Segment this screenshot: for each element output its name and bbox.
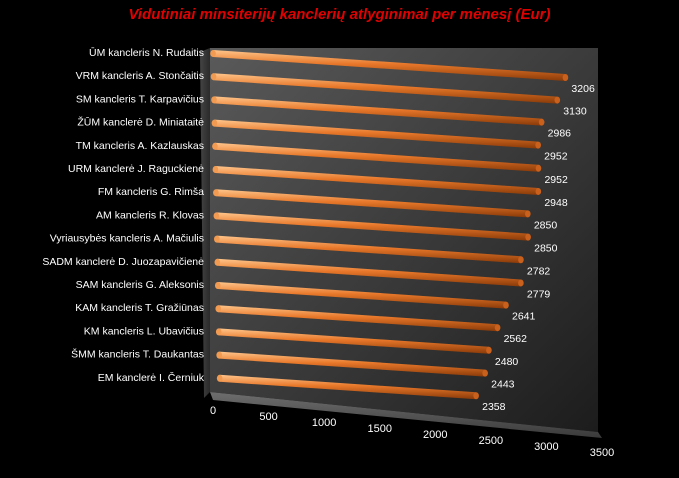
category-label: KM kancleris L. Ubavičius	[84, 325, 204, 337]
bar	[212, 166, 542, 195]
category-label: Vyriausybės kancleris A. Mačiulis	[50, 233, 204, 245]
bar	[216, 351, 488, 377]
tick-label: 2000	[423, 429, 447, 441]
bar	[210, 73, 561, 104]
value-label: 2850	[534, 219, 558, 231]
bar	[216, 374, 479, 400]
bar	[213, 212, 531, 241]
category-label: SM kancleris T. Karpavičius	[76, 93, 204, 105]
chart-title: Vidutiniai minsiterijų kanclerių atlygin…	[128, 6, 551, 23]
category-label: ŠMM kancleris T. Daukantas	[71, 348, 204, 361]
floor	[210, 392, 602, 438]
category-label: ŪM kancleris N. Rudaitis	[89, 47, 204, 59]
tick-label: 500	[259, 411, 277, 423]
value-label: 2948	[544, 197, 568, 209]
side-wall	[200, 48, 210, 398]
category-label: AM kancleris R. Klovas	[96, 209, 204, 221]
category-label: FM kancleris G. Rimša	[98, 186, 204, 198]
labels-layer: ŪM kancleris N. Rudaitis 3206 VRM kancleri…	[42, 47, 595, 413]
category-label: KAM kancleris T. Gražiūnas	[75, 302, 204, 314]
tick-label: 2500	[479, 435, 503, 447]
bar	[215, 328, 492, 354]
bar	[212, 142, 542, 172]
category-label: EM kanclerė I. Černiuk	[98, 371, 205, 384]
value-label: 3130	[563, 106, 587, 118]
value-label: 2562	[504, 333, 528, 345]
value-label: 2443	[491, 379, 515, 391]
value-label: 2952	[544, 151, 568, 163]
category-label: VRM kancleris A. Stončaitis	[76, 70, 204, 82]
bar	[211, 96, 545, 126]
tick-label: 1000	[312, 417, 336, 429]
category-label: SADM kanclerė D. Juozapavičienė	[42, 256, 204, 268]
bar	[214, 282, 509, 309]
x-axis-ticks: 0 500 1000 1500 2000 2500 3000 3500	[210, 405, 614, 459]
value-label: 2986	[548, 128, 572, 140]
value-label: 2779	[527, 288, 551, 300]
tick-label: 3000	[534, 441, 558, 453]
bar	[210, 50, 569, 81]
value-label: 2952	[544, 174, 568, 186]
tick-label: 0	[210, 405, 216, 417]
category-label: TM kancleris A. Kazlauskas	[76, 140, 204, 152]
value-label: 3206	[571, 83, 595, 95]
bar	[213, 189, 531, 218]
value-label: 2358	[482, 401, 506, 413]
bar	[214, 235, 524, 264]
value-label: 2480	[495, 356, 519, 368]
bars-layer	[210, 50, 569, 400]
tick-label: 1500	[367, 423, 391, 435]
category-label: ŽŪM kanclerė D. Miniataitė	[77, 116, 204, 129]
bar	[211, 119, 541, 149]
value-label: 2850	[534, 243, 558, 255]
value-label: 2641	[512, 311, 536, 323]
category-label: SAM kancleris G. Aleksonis	[76, 279, 204, 291]
value-label: 2782	[527, 265, 551, 277]
category-label: URM kanclerė J. Raguckienė	[68, 163, 204, 175]
bar	[214, 258, 524, 287]
bar	[215, 305, 501, 332]
tick-label: 3500	[590, 447, 614, 459]
